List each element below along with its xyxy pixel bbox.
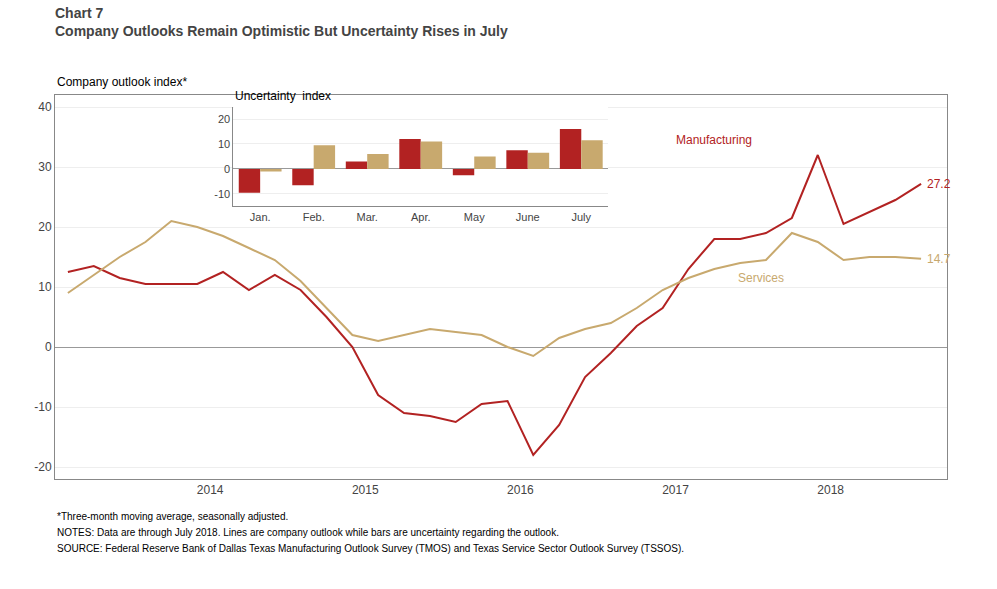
svg-text:10: 10: [38, 280, 52, 294]
svg-text:20: 20: [38, 220, 52, 234]
svg-text:40: 40: [38, 100, 52, 114]
svg-text:2016: 2016: [507, 483, 534, 497]
svg-text:2018: 2018: [817, 483, 844, 497]
svg-text:0: 0: [224, 163, 230, 175]
svg-text:*Three-month moving average, s: *Three-month moving average, seasonally …: [57, 511, 288, 522]
svg-text:27.2: 27.2: [927, 177, 951, 191]
svg-text:2017: 2017: [662, 483, 689, 497]
svg-text:2014: 2014: [197, 483, 224, 497]
svg-text:July: July: [571, 211, 591, 223]
svg-text:-10: -10: [34, 400, 52, 414]
svg-text:Apr.: Apr.: [411, 211, 431, 223]
svg-text:Chart 7Company Outlooks Remain: Chart 7Company Outlooks Remain Optimisti…: [55, 5, 508, 39]
svg-text:20: 20: [218, 113, 230, 125]
svg-text:30: 30: [38, 160, 52, 174]
svg-text:Jan.: Jan.: [250, 211, 271, 223]
svg-text:2015: 2015: [352, 483, 379, 497]
svg-text:Feb.: Feb.: [303, 211, 325, 223]
svg-text:Mar.: Mar.: [356, 211, 377, 223]
svg-text:10: 10: [218, 138, 230, 150]
svg-text:Company outlook index*: Company outlook index*: [57, 75, 187, 89]
svg-text:Manufacturing: Manufacturing: [676, 133, 752, 147]
svg-text:Services: Services: [738, 271, 784, 285]
svg-text:-20: -20: [34, 460, 52, 474]
svg-text:SOURCE: Federal Reserve Bank o: SOURCE: Federal Reserve Bank of Dallas T…: [57, 543, 684, 554]
svg-text:June: June: [516, 211, 540, 223]
svg-text:May: May: [464, 211, 485, 223]
svg-text:14.7: 14.7: [927, 252, 951, 266]
svg-text:NOTES: Data are through July 2: NOTES: Data are through July 2018. Lines…: [57, 527, 559, 538]
svg-text:0: 0: [45, 340, 52, 354]
svg-text:-10: -10: [214, 188, 230, 200]
svg-text:Uncertainty index: Uncertainty index: [235, 89, 331, 103]
